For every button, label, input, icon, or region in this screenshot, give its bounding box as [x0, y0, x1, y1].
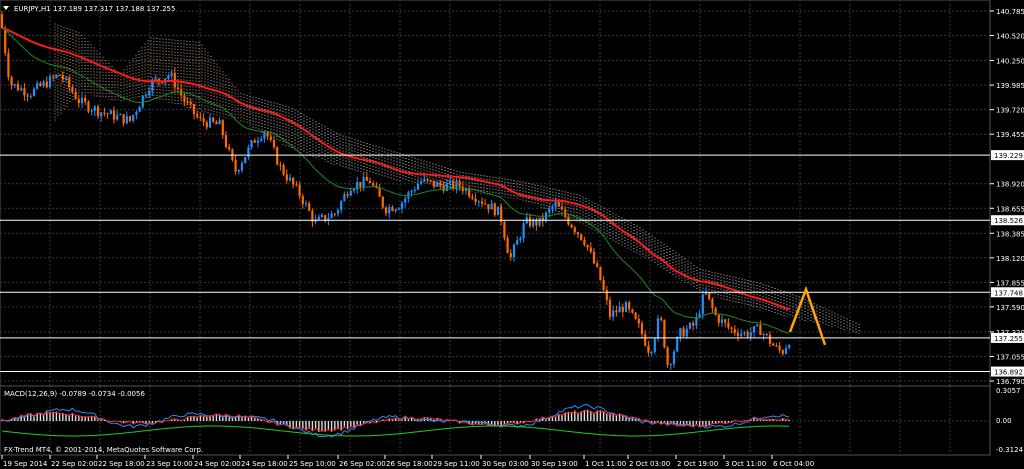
time-tick-label: 2 Oct 03:00 — [629, 460, 670, 468]
time-tick-label: 30 Sep 19:00 — [531, 460, 578, 468]
price-tick-label: 140.250 — [996, 58, 1024, 66]
price-tick-label: 139.720 — [996, 107, 1024, 115]
price-tick-label: 139.985 — [996, 82, 1024, 90]
time-tick-label: 24 Sep 02:00 — [194, 460, 241, 468]
time-tick-label: 3 Oct 11:00 — [725, 460, 766, 468]
time-tick-label: 6 Oct 04:00 — [773, 460, 814, 468]
time-tick-label: 26 Sep 18:00 — [386, 460, 433, 468]
macd-label: MACD(12,26,9) -0.0789 -0.0734 -0.0056 — [4, 390, 145, 398]
horizontal-levels[interactable] — [0, 154, 990, 373]
macd-axis: 0.3057 0.00 -0.3124 — [996, 387, 1024, 454]
dropdown-triangle-icon[interactable] — [3, 6, 9, 10]
time-tick-label: 1 Oct 11:00 — [585, 460, 626, 468]
forecast-zigzag[interactable] — [788, 285, 827, 346]
price-tick-label: 137.055 — [996, 353, 1024, 361]
main-price-pane[interactable]: EURJPY,H1 137.189 137.317 137.188 137.25… — [0, 0, 991, 387]
level-tag — [991, 366, 1024, 377]
time-tick-label: 19 Sep 2014 — [3, 460, 48, 468]
time-tick-label: 2 Oct 19:00 — [677, 460, 718, 468]
macd-tick-label: -0.3124 — [996, 446, 1024, 454]
price-axis[interactable]: 140.785 140.520 140.250 139.985 139.720 139.4… — [990, 8, 1024, 386]
price-tick-label: 137.320 — [996, 329, 1024, 337]
macd-tick-label: 0.3057 — [996, 387, 1021, 395]
candlesticks — [0, 11, 791, 371]
time-tick-label: 23 Sep 10:00 — [146, 460, 193, 468]
price-tick-label: 138.655 — [996, 205, 1024, 213]
level-tag-label: 136.892 — [994, 369, 1023, 377]
level-tag — [991, 287, 1024, 298]
price-tick-label: 138.385 — [996, 230, 1024, 238]
level-tag — [991, 332, 1024, 343]
level-tag-label: 137.255 — [994, 335, 1023, 343]
price-tick-label: 137.855 — [996, 279, 1024, 287]
price-tick-label: 139.455 — [996, 131, 1024, 139]
price-tick-label: 137.590 — [996, 304, 1024, 312]
price-tick-label: 140.785 — [996, 8, 1024, 16]
time-tick-label: 30 Sep 03:00 — [482, 460, 529, 468]
price-tick-label: 138.120 — [996, 255, 1024, 263]
moving-average-green — [1, 27, 790, 334]
macd-signal-line — [1, 410, 790, 432]
price-tick-label: 138.920 — [996, 181, 1024, 189]
level-tag — [991, 215, 1024, 226]
copyright-text: FX-Trend MT4, © 2001-2014, MetaQuotes So… — [4, 446, 203, 454]
moving-average-red — [1, 27, 790, 311]
time-tick-label: 22 Sep 02:00 — [51, 460, 98, 468]
grid — [0, 0, 990, 386]
time-tick-label: 25 Sep 10:00 — [289, 460, 336, 468]
symbol-header: EURJPY,H1 137.189 137.317 137.188 137.25… — [3, 5, 175, 13]
time-axis[interactable]: 19 Sep 2014 22 Sep 02:00 22 Sep 18:00 23 Se… — [1, 455, 814, 468]
time-tick-label: 26 Sep 02:00 — [339, 460, 386, 468]
price-tick-label: 136.790 — [996, 378, 1024, 386]
symbol-label: EURJPY,H1 137.189 137.317 137.188 137.25… — [14, 5, 175, 13]
macd-green-line — [1, 425, 790, 437]
price-tick-label: 140.520 — [996, 33, 1024, 41]
level-tag-label: 137.748 — [994, 289, 1023, 297]
macd-pane[interactable]: MACD(12,26,9) -0.0789 -0.0734 -0.0056 FX… — [0, 385, 991, 456]
macd-tick-label: 0.00 — [996, 417, 1012, 425]
time-tick-label: 22 Sep 18:00 — [98, 460, 145, 468]
level-tag — [991, 150, 1024, 161]
level-tag-label: 138.526 — [994, 217, 1023, 225]
level-tag-label: 139.229 — [994, 152, 1023, 160]
time-tick-label: 29 Sep 11:00 — [433, 460, 480, 468]
time-tick-label: 24 Sep 18:00 — [241, 460, 288, 468]
